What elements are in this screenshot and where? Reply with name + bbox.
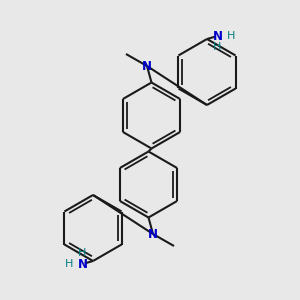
Text: N: N	[77, 257, 88, 271]
Text: N: N	[142, 59, 152, 73]
Text: H: H	[64, 259, 73, 269]
Text: N: N	[148, 227, 158, 241]
Text: N: N	[212, 29, 223, 43]
Text: H: H	[78, 248, 87, 258]
Text: H: H	[227, 31, 236, 41]
Text: H: H	[213, 42, 222, 52]
